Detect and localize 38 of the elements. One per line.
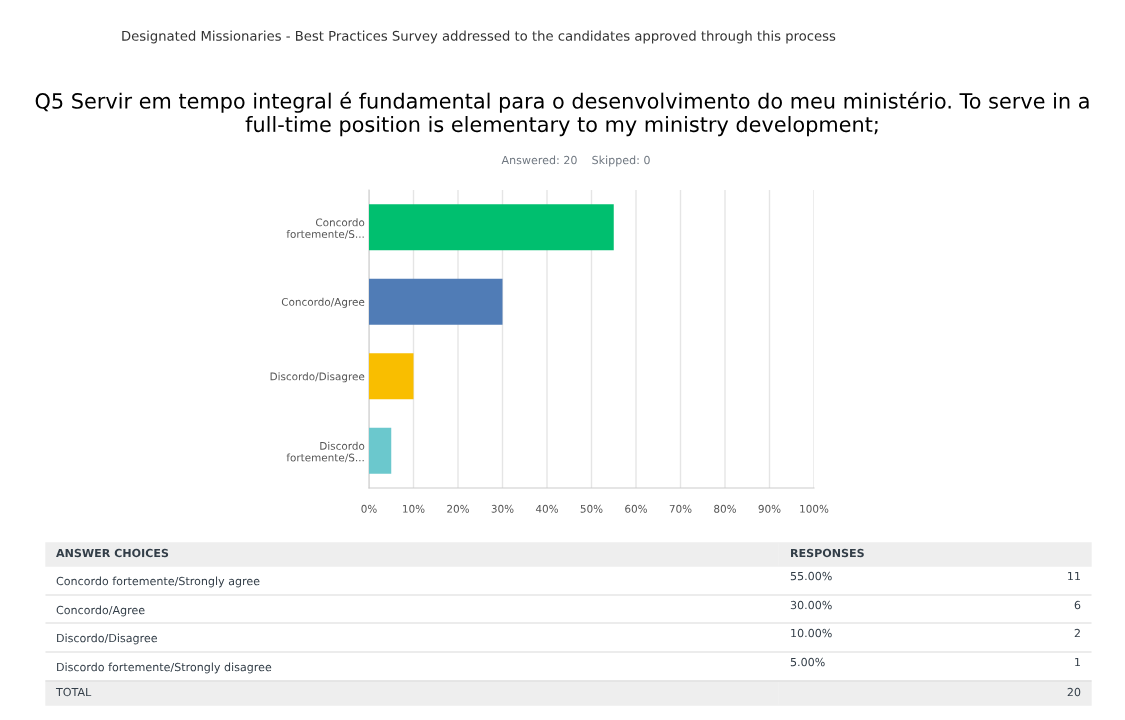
bar: [369, 278, 503, 325]
data-label: 6: [1074, 600, 1081, 610]
text: ANSWER CHOICES: [56, 548, 169, 558]
data-label: 11: [1068, 571, 1080, 581]
category-label: Concordo fortemente/Strongly agree: [56, 576, 260, 588]
chart-subtitle: Answered: 20 Skipped: 0: [501, 155, 650, 167]
y-tick-label: Concordo fortemente/S...: [286, 218, 365, 239]
text: RESPONSES: [791, 548, 864, 558]
text: TOTAL: [55, 687, 92, 697]
chart-title: Q5 Servir em tempo integral é fundamental para o desenvolvimento do meu ministério. To serve in a full-time position is elementary to my ministry development;: [35, 91, 1089, 137]
data-label: 2: [1074, 628, 1080, 638]
bar: [369, 427, 392, 474]
category-label: Discordo/Disagree: [57, 633, 157, 645]
x-tick-label: 50%: [580, 504, 603, 513]
x-tick-label: 20%: [447, 504, 469, 513]
x-tick-label: 90%: [758, 504, 781, 513]
category-label: Concordo/Agree: [56, 605, 145, 617]
x-tick-label: 10%: [403, 504, 425, 513]
text: Designated Missionaries - Best Practices Survey addressed to the candidates approved through this process: [122, 30, 836, 44]
y-tick-label: Discordo fortemente/S...: [286, 441, 365, 463]
text: 30.00%: [790, 600, 832, 610]
text: 20: [1067, 687, 1081, 697]
text: 55.00%: [790, 571, 832, 581]
bar: [369, 353, 414, 400]
x-tick-label: 30%: [491, 504, 514, 513]
text: 5.00%: [790, 657, 825, 667]
x-tick-label: 40%: [535, 504, 558, 513]
data-label: 1: [1075, 657, 1080, 667]
x-tick-label: 100%: [800, 504, 829, 513]
text: 10.00%: [791, 628, 832, 638]
y-tick-label: Concordo/Agree: [281, 297, 365, 308]
bar: [369, 204, 614, 251]
x-tick-label: 80%: [714, 504, 736, 513]
x-tick-label: 70%: [669, 504, 692, 513]
category-label: Discordo fortemente/Strongly disagree: [57, 662, 272, 674]
x-tick-label: 60%: [625, 504, 647, 513]
y-tick-label: Discordo/Disagree: [270, 372, 365, 383]
x-tick-label: 0%: [361, 504, 377, 513]
